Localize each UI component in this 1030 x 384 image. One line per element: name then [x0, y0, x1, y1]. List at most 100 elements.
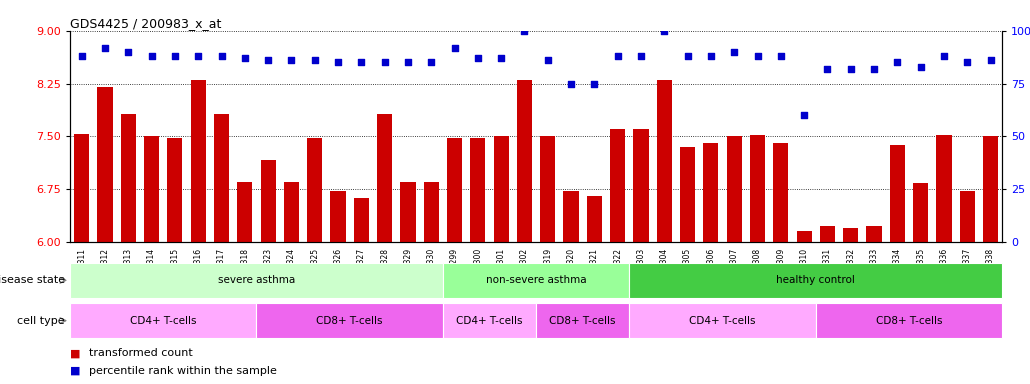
Bar — [353, 198, 369, 384]
Point — [446, 45, 462, 51]
Bar — [774, 143, 788, 384]
Bar — [214, 114, 229, 384]
Bar — [866, 226, 882, 384]
Bar — [331, 190, 346, 384]
Bar — [284, 182, 299, 384]
Bar — [657, 80, 672, 384]
Text: severe asthma: severe asthma — [218, 275, 296, 285]
Bar — [816, 303, 1002, 338]
Point — [610, 53, 626, 59]
Point — [959, 59, 975, 65]
Point — [237, 55, 253, 61]
Point — [470, 55, 486, 61]
Bar — [401, 182, 415, 384]
Point — [73, 53, 90, 59]
Bar — [471, 138, 485, 384]
Bar — [70, 263, 443, 298]
Point — [353, 59, 370, 65]
Text: percentile rank within the sample: percentile rank within the sample — [89, 366, 276, 376]
Point — [983, 57, 999, 63]
Point — [586, 81, 603, 87]
Text: CD8+ T-cells: CD8+ T-cells — [549, 316, 616, 326]
Bar — [98, 87, 112, 384]
Point — [143, 53, 160, 59]
Point — [702, 53, 719, 59]
Bar — [307, 138, 322, 384]
Bar — [70, 303, 256, 338]
Text: ■: ■ — [70, 348, 80, 358]
Bar — [750, 135, 765, 384]
Bar — [629, 263, 1002, 298]
Text: GDS4425 / 200983_x_at: GDS4425 / 200983_x_at — [70, 17, 221, 30]
Text: CD8+ T-cells: CD8+ T-cells — [876, 316, 942, 326]
Bar — [144, 136, 160, 384]
Bar — [726, 136, 742, 384]
Point — [843, 66, 859, 72]
Point — [935, 53, 952, 59]
Text: CD8+ T-cells: CD8+ T-cells — [316, 316, 383, 326]
Bar — [610, 129, 625, 384]
Bar — [121, 114, 136, 384]
Point — [540, 57, 556, 63]
Bar — [820, 227, 835, 384]
Bar — [74, 134, 90, 384]
Bar — [680, 147, 695, 384]
Point — [493, 55, 510, 61]
Point — [819, 66, 835, 72]
Bar — [191, 80, 206, 384]
Point — [726, 49, 743, 55]
Bar — [844, 228, 858, 384]
Text: CD4+ T-cells: CD4+ T-cells — [130, 316, 197, 326]
Text: healthy control: healthy control — [777, 275, 855, 285]
Text: disease state: disease state — [0, 275, 65, 285]
Bar — [890, 145, 905, 384]
Point — [913, 64, 929, 70]
Point — [632, 53, 649, 59]
Bar — [377, 114, 392, 384]
Bar — [703, 143, 719, 384]
Point — [656, 28, 673, 34]
Bar — [261, 160, 276, 384]
Bar — [423, 182, 439, 384]
Point — [260, 57, 276, 63]
Bar — [960, 191, 974, 384]
Text: ■: ■ — [70, 366, 80, 376]
Bar — [537, 303, 629, 338]
Bar — [936, 135, 952, 384]
Bar — [493, 136, 509, 384]
Text: transformed count: transformed count — [89, 348, 193, 358]
Bar — [447, 138, 462, 384]
Bar — [167, 138, 182, 384]
Point — [330, 59, 346, 65]
Bar — [237, 182, 252, 384]
Bar — [633, 129, 649, 384]
Bar — [913, 184, 928, 384]
Point — [190, 53, 206, 59]
Bar — [796, 231, 812, 384]
Bar — [563, 191, 579, 384]
Point — [680, 53, 696, 59]
Point — [400, 59, 416, 65]
Point — [121, 49, 137, 55]
Point — [796, 112, 813, 118]
Bar — [443, 263, 629, 298]
Text: non-severe asthma: non-severe asthma — [486, 275, 586, 285]
Point — [213, 53, 230, 59]
Point — [423, 59, 440, 65]
Point — [749, 53, 765, 59]
Bar — [256, 303, 443, 338]
Point — [283, 57, 300, 63]
Bar — [983, 136, 998, 384]
Point — [889, 59, 905, 65]
Point — [772, 53, 789, 59]
Point — [307, 57, 323, 63]
Bar — [517, 80, 533, 384]
Point — [866, 66, 883, 72]
Point — [167, 53, 183, 59]
Bar — [443, 303, 537, 338]
Point — [562, 81, 579, 87]
Point — [516, 28, 533, 34]
Bar — [587, 196, 602, 384]
Point — [97, 45, 113, 51]
Text: CD4+ T-cells: CD4+ T-cells — [456, 316, 523, 326]
